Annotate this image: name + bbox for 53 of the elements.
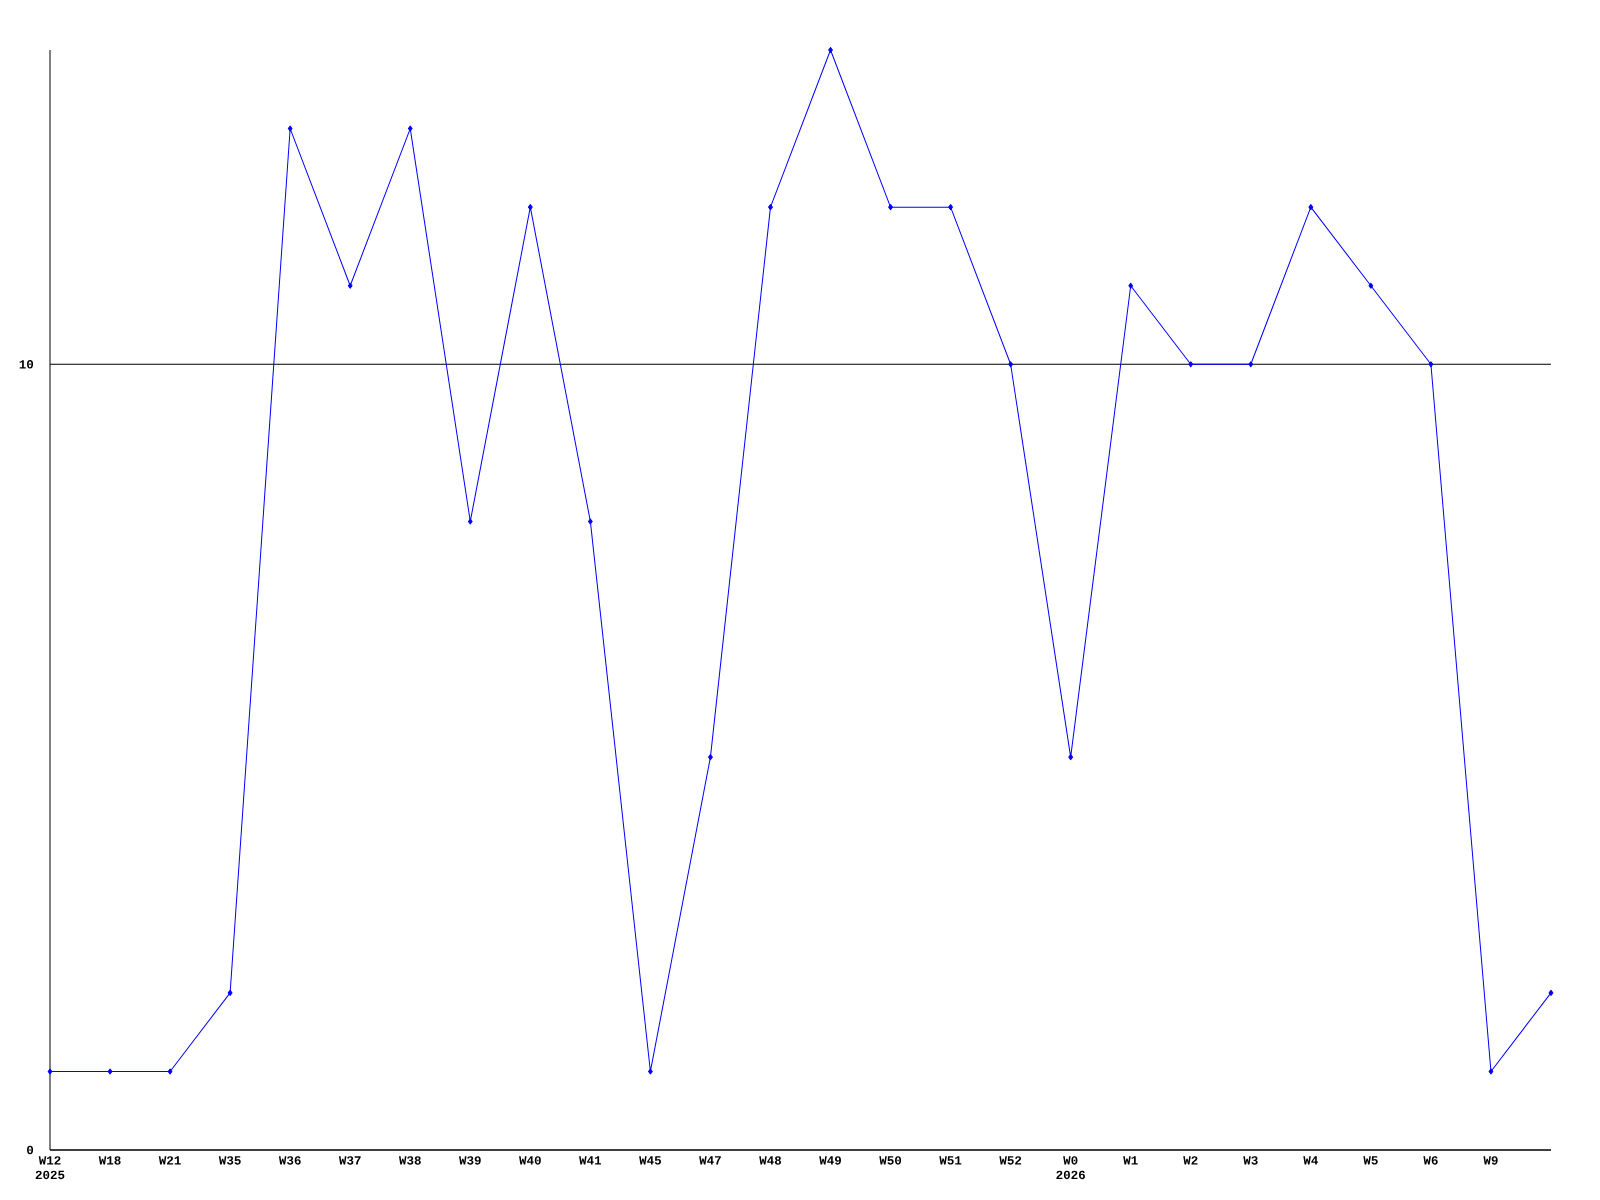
point <box>888 204 893 211</box>
point <box>1128 282 1134 289</box>
x-tick-label: W6 <box>1423 1156 1438 1165</box>
x-tick-label: W51 <box>939 1156 962 1165</box>
point <box>1008 361 1014 368</box>
x-tick-label: W12 2025 <box>35 1156 65 1180</box>
point <box>287 125 293 132</box>
point <box>1188 361 1194 368</box>
point <box>1488 1068 1494 1075</box>
point <box>648 1068 653 1075</box>
point <box>948 204 953 211</box>
x-tick-label: W49 <box>819 1156 842 1165</box>
point <box>527 204 533 211</box>
x-tick-label: W18 <box>98 1156 121 1165</box>
point <box>587 518 593 525</box>
point <box>768 204 773 211</box>
x-tick-label: W37 <box>338 1156 361 1165</box>
point <box>1428 361 1434 368</box>
x-tick-label: W52 <box>999 1156 1022 1165</box>
x-tick-label: W36 <box>278 1156 301 1165</box>
x-tick-label: W48 <box>759 1156 782 1165</box>
point <box>407 125 413 132</box>
x-tick-label: W21 <box>158 1156 181 1165</box>
x-tick-label: W41 <box>579 1156 602 1165</box>
x-tick-label: W0 2026 <box>1056 1156 1085 1180</box>
point <box>1308 204 1314 211</box>
x-tick-label: W47 <box>699 1156 721 1165</box>
point <box>167 1068 173 1075</box>
x-tick-label: W1 <box>1123 1156 1138 1165</box>
y-tick-label: 10 <box>19 360 34 369</box>
x-tick-label: W2 <box>1183 1156 1198 1165</box>
x-tick-label: W40 <box>519 1156 541 1165</box>
x-tick-label: W39 <box>459 1156 481 1165</box>
x-tick-label: W4 <box>1303 1156 1318 1165</box>
point <box>1548 989 1554 996</box>
x-tick-label: W38 <box>398 1156 421 1165</box>
point <box>227 989 233 996</box>
x-tick-label: W5 <box>1363 1156 1378 1165</box>
point <box>708 754 713 761</box>
point <box>347 282 353 289</box>
x-tick-label: W45 <box>639 1156 661 1165</box>
point <box>1068 754 1074 761</box>
x-tick-label: W50 <box>879 1156 902 1165</box>
x-tick-label: W35 <box>218 1156 241 1165</box>
point <box>828 47 833 53</box>
point <box>107 1068 113 1075</box>
point <box>1248 361 1254 368</box>
y-tick-label: 0 <box>27 1145 34 1155</box>
x-tick-label: W9 <box>1483 1156 1498 1165</box>
point <box>467 518 473 525</box>
point <box>1368 282 1374 289</box>
point <box>47 1068 53 1075</box>
x-tick-label: W3 <box>1243 1156 1258 1165</box>
